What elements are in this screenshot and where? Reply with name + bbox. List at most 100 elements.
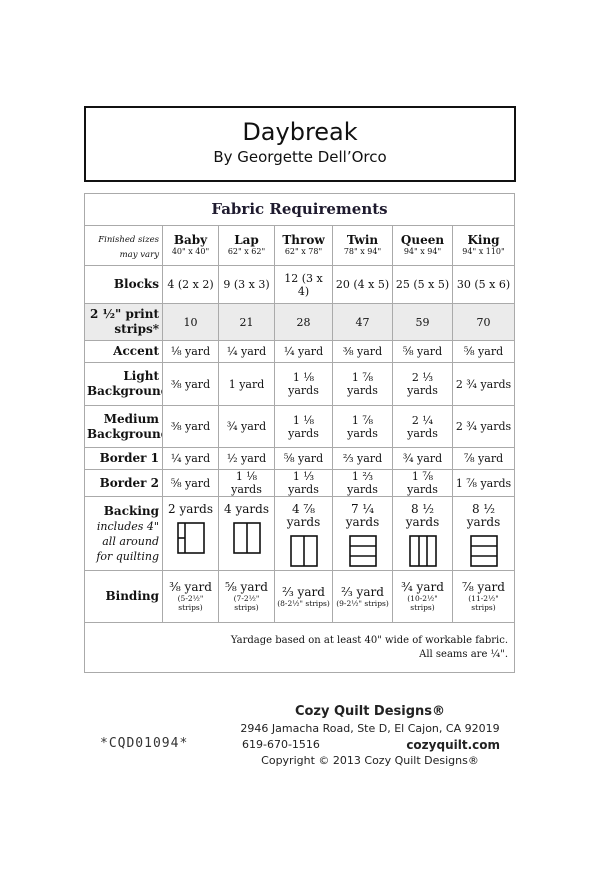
row-value: ⅔ yard (282, 584, 325, 599)
size-header: Queen 94" x 94" (392, 225, 453, 266)
product-code: *CQD01094* (100, 736, 189, 751)
table-cell: ⅛ yard (162, 340, 219, 363)
table-cell: ¼ yard (218, 340, 275, 363)
table-cell: 47 (332, 303, 393, 341)
table-cell: 1 ⅞ yards (332, 405, 393, 448)
strip-count: (10-2½" strips) (407, 594, 438, 612)
size-header: Twin 78" x 94" (332, 225, 393, 266)
strip-count: (8-2½" strips) (277, 598, 330, 608)
size-dimensions: 62" x 62" (227, 247, 266, 256)
row-value: ¼ yard (170, 452, 211, 465)
backing-layout-partial-seam-icon (176, 522, 205, 554)
row-value: 1 ⅞ yards (455, 476, 512, 490)
table-row: Border 2 ⅝ yard 1 ⅛ yards 1 ⅓ yards 1 ⅔ yard… (84, 469, 516, 497)
table-cell: 9 (3 x 3) (218, 265, 275, 304)
row-value: ⅛ yard (170, 345, 211, 358)
row-label: Accent (113, 344, 159, 358)
table-cell: ⅔ yard (8-2½" strips) (274, 570, 333, 623)
table-cell: 2 ⅓ yards (392, 362, 453, 406)
backing-layout-three-horizontal-icon (469, 535, 498, 567)
size-header: King 94" x 110" (451, 225, 516, 266)
row-value: 2 ¾ yards (455, 377, 512, 391)
table-cell: 12 (3 x 4) (274, 265, 333, 304)
backing-note: includes 4" all around for quilting (96, 519, 159, 563)
row-value: 12 (3 x 4) (284, 271, 323, 298)
row-value: 7 ¼ yards (345, 502, 380, 529)
size-name: Lap (234, 233, 259, 247)
size-name: Throw (282, 233, 325, 247)
row-value: ¾ yard (226, 420, 267, 433)
table-cell: 4 yards (218, 496, 275, 571)
backing-layout-three-vertical-icon (408, 535, 437, 567)
size-header: Throw 62" x 78" (274, 225, 333, 266)
row-value: 1 ⅛ yards (288, 371, 319, 397)
table-cell: 4 ⅞ yards (274, 496, 333, 571)
table-row: 2 ½" print strips* 10 21 28 47 59 70 (84, 303, 516, 341)
table-title-row: Fabric Requirements (83, 193, 516, 226)
copyright: Copyright © 2013 Cozy Quilt Designs® (261, 754, 479, 767)
row-label: Border 2 (99, 475, 159, 490)
row-value: 10 (183, 315, 198, 329)
size-dimensions: 78" x 94" (343, 247, 382, 256)
row-value: ¼ yard (226, 345, 267, 358)
row-value: ¼ yard (283, 345, 324, 358)
row-label: Binding (105, 589, 160, 603)
size-header: Lap 62" x 62" (218, 225, 275, 266)
strip-count: (5-2½" strips) (177, 594, 204, 612)
table-cell: 4 (2 x 2) (162, 265, 219, 304)
table-cell: ¾ yard (10-2½" strips) (392, 570, 453, 623)
row-value: 1 ⅛ yards (231, 470, 262, 496)
company-name: Cozy Quilt Designs® (294, 704, 446, 719)
table-cell: ⅝ yard (451, 340, 516, 363)
strip-count: (11-2½" strips) (468, 594, 499, 612)
row-value: ⅝ yard (170, 476, 211, 490)
row-value: 9 (3 x 3) (223, 278, 270, 291)
row-label-cell: Border 2 (84, 469, 163, 497)
table-cell: 1 ⅞ yards (392, 469, 453, 497)
row-value: 59 (415, 315, 430, 329)
table-cell: ⅝ yard (274, 447, 333, 470)
row-value: 2 ¾ yards (455, 420, 512, 433)
table-cell: 25 (5 x 5) (392, 265, 453, 304)
row-value: 47 (355, 315, 370, 329)
table-cell: 30 (5 x 6) (451, 265, 516, 304)
table-cell: 28 (274, 303, 333, 341)
footnote: All seams are ¼". (419, 648, 509, 660)
table-cell: 2 ¾ yards (451, 362, 516, 406)
row-value: 20 (4 x 5) (335, 278, 390, 291)
strip-count: (9-2½" strips) (336, 598, 389, 608)
row-label: Blocks (113, 277, 159, 291)
company-website[interactable]: cozyquilt.com (406, 738, 500, 752)
row-label: Light Background (87, 369, 163, 398)
size-dimensions: 94" x 110" (462, 247, 505, 256)
company-info: Cozy Quilt Designs® 2946 Jamacha Road, S… (230, 703, 510, 769)
footnote-row: Yardage based on at least 40" wide of wo… (83, 622, 516, 673)
table-cell: ⅝ yard (162, 469, 219, 497)
size-header-row: Finished sizes may vary Baby 40" x 40" Lap 62… (84, 225, 516, 266)
row-label: Medium Background (87, 411, 163, 441)
table-cell: 8 ½ yards (392, 496, 453, 571)
table-cell: ¼ yard (162, 447, 219, 470)
row-value: ⅝ yard (463, 345, 504, 358)
table-cell: ⅜ yard (162, 362, 219, 406)
row-value: 8 ½ yards (466, 502, 501, 529)
row-value: 4 yards (224, 502, 269, 516)
footnote-cell: Yardage based on at least 40" wide of wo… (83, 622, 516, 673)
footnote: Yardage based on at least 40" wide of wo… (230, 634, 509, 646)
row-value: 1 ⅓ yards (288, 470, 319, 496)
table-cell: 1 ⅛ yards (274, 405, 333, 448)
table-cell: 70 (451, 303, 516, 341)
table-cell: ¾ yard (218, 405, 275, 448)
table-row: Blocks 4 (2 x 2) 9 (3 x 3) 12 (3 x 4) 20 (4 … (84, 265, 516, 304)
row-value: 1 ⅞ yards (347, 371, 378, 397)
table-title-cell: Fabric Requirements (83, 193, 516, 226)
row-value: 21 (239, 315, 254, 329)
table-cell: ¾ yard (392, 447, 453, 470)
table-row: Accent ⅛ yard ¼ yard ¼ yard ⅜ yard ⅝ yard ⅝ ya… (84, 340, 516, 363)
row-value: 30 (5 x 6) (456, 278, 511, 291)
row-value: ⅜ yard (169, 580, 212, 594)
backing-layout-three-horizontal-icon (348, 535, 377, 567)
table-cell: ⅜ yard (162, 405, 219, 448)
table-cell: 2 yards (162, 496, 219, 571)
table-cell: 2 ¼ yards (392, 405, 453, 448)
